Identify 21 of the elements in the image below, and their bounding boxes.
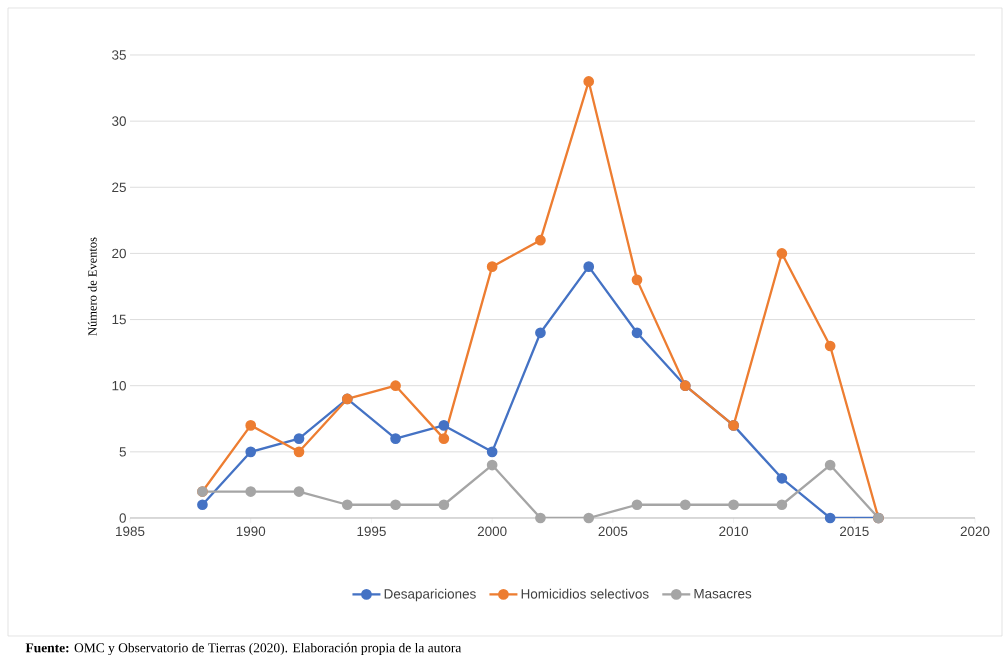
x-tick-label: 2020 <box>960 526 990 536</box>
x-tick-label: 2010 <box>719 526 749 536</box>
legend-label: Masacres <box>694 588 752 599</box>
text: Fuente: OMC y Observatorio de Tierras (2020). Elaboración propia de la autora <box>25 642 462 655</box>
y-tick-label: 35 <box>112 50 126 60</box>
y-tick-label: 15 <box>112 314 126 325</box>
y-tick-label: 0 <box>119 513 126 523</box>
x-tick-label: 1995 <box>357 526 386 536</box>
legend-label: Desapariciones <box>384 588 476 602</box>
y-tick-label: 10 <box>112 380 126 391</box>
y-tick-label: 20 <box>112 248 126 258</box>
y-tick-label: 5 <box>119 446 126 457</box>
y-axis-title: Número de Eventos <box>87 237 97 336</box>
x-tick-label: 1985 <box>116 526 145 536</box>
x-tick-label: 2000 <box>477 526 507 536</box>
y-tick-label: 25 <box>112 182 126 192</box>
x-tick-label: 1990 <box>236 526 266 536</box>
legend-label: Homicidios selectivos <box>521 588 649 599</box>
x-tick-label: 2005 <box>598 526 628 536</box>
x-tick-label: 2015 <box>840 526 869 536</box>
y-tick-label: 30 <box>112 116 126 126</box>
